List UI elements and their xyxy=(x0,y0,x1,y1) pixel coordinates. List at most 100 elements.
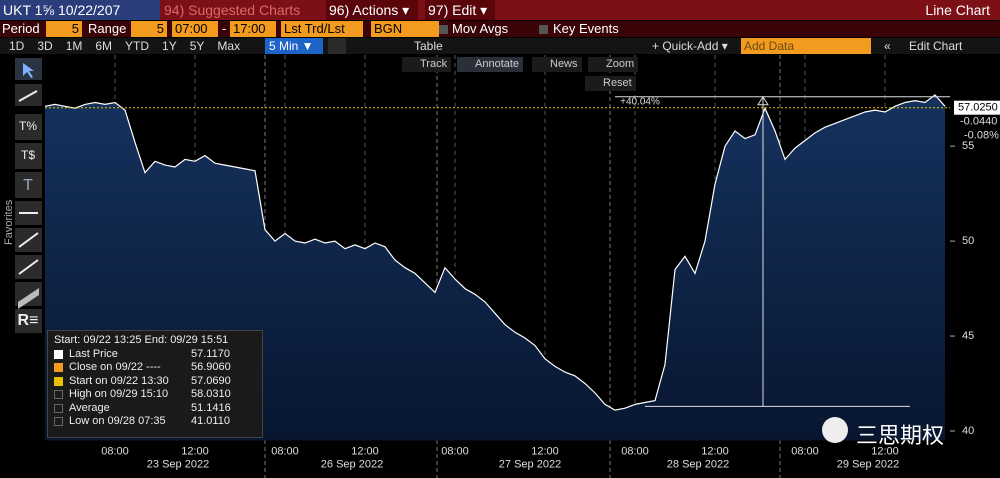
icon: T$ xyxy=(21,148,35,162)
info-swatch xyxy=(54,390,63,399)
y-tick-label: 45 xyxy=(962,330,974,342)
date-label: 23 Sep 2022 xyxy=(147,458,209,470)
range-field[interactable]: 5 xyxy=(131,21,167,37)
info-value: 57.1170 xyxy=(191,347,230,360)
measure-arrow xyxy=(757,95,769,106)
watermark-icon xyxy=(822,417,848,443)
chart-icon[interactable] xyxy=(328,38,346,54)
fib-tool[interactable] xyxy=(15,309,42,333)
span-button[interactable]: Max xyxy=(217,39,241,53)
pointer-icon xyxy=(23,63,34,78)
span-button[interactable]: 1D xyxy=(9,39,25,53)
info-label: Start on 09/22 13:30 xyxy=(69,374,169,387)
info-swatch xyxy=(54,363,63,372)
actions-menu[interactable]: 96) Actions ▾ xyxy=(326,0,418,20)
table-button[interactable]: Table xyxy=(414,39,443,53)
span-button[interactable]: 1Y xyxy=(162,39,177,53)
edit-menu[interactable]: 97) Edit ▾ xyxy=(425,0,495,20)
icon xyxy=(18,232,39,248)
info-value: 57.0690 xyxy=(191,374,231,387)
collapse[interactable]: « xyxy=(884,39,891,53)
favorites-label: Favorites xyxy=(3,199,15,245)
info-value: 51.1416 xyxy=(191,401,231,414)
period-label: Period xyxy=(2,21,40,36)
chart-tool[interactable]: Annotate xyxy=(457,57,524,72)
info-row: Last Price 57.1170 xyxy=(54,348,256,362)
price-line xyxy=(44,94,946,411)
info-label: Average xyxy=(69,401,110,414)
info-label: Close on 09/22 ---- xyxy=(69,361,161,373)
y-tick-label: 40 xyxy=(962,425,974,437)
pct-tool[interactable] xyxy=(15,114,42,140)
x-tick-label: 12:00 xyxy=(531,445,559,457)
span-button[interactable]: 5Y xyxy=(189,39,205,53)
last-value: 57.0250 xyxy=(958,102,998,114)
icon: T% xyxy=(19,119,37,133)
span-button[interactable]: 3D xyxy=(37,39,53,53)
watermark: 三思期权 xyxy=(856,423,945,448)
bgn-field[interactable]: BGN xyxy=(371,21,439,37)
last-value-box xyxy=(954,100,1000,115)
edit-chart[interactable]: Edit Chart xyxy=(909,39,963,53)
date-label: 28 Sep 2022 xyxy=(667,458,729,470)
info-value: 56.9060 xyxy=(191,361,231,373)
x-tick-label: 08:00 xyxy=(271,445,299,457)
x-tick-label: 08:00 xyxy=(791,445,819,457)
text-tool[interactable] xyxy=(15,172,42,198)
chart-tool[interactable]: Reset xyxy=(585,76,636,91)
mov-avgs[interactable]: Mov Avgs xyxy=(452,21,509,36)
chart-tool[interactable]: Track xyxy=(402,57,452,72)
icon xyxy=(18,288,39,309)
info-swatch xyxy=(54,349,63,359)
y-tick-label: 50 xyxy=(962,235,974,247)
x-tick-label: 08:00 xyxy=(441,445,469,457)
info-value: 58.0310 xyxy=(191,388,231,400)
sidebar: T% T$ T R≡ Favorites xyxy=(3,58,42,333)
info-row: Start on 09/22 13:30 57.0690 xyxy=(54,375,256,389)
icon: R≡ xyxy=(18,312,39,329)
y-tick-label: 55 xyxy=(962,140,974,152)
chart-kind: Line Chart xyxy=(925,2,990,18)
period-field[interactable]: 5 xyxy=(46,21,82,37)
info-swatch xyxy=(54,403,63,413)
info-value: 41.0110 xyxy=(191,415,230,427)
info-header: Start: 09/22 13:25 End: 09/29 15:51 xyxy=(54,334,229,346)
suggested-charts[interactable]: 94) Suggested Charts xyxy=(164,2,301,18)
date-label: 29 Sep 2022 xyxy=(837,458,899,470)
chart-tool[interactable]: News xyxy=(532,57,582,72)
dollar-tool[interactable] xyxy=(15,143,42,169)
x-tick-label: 12:00 xyxy=(181,445,209,457)
quick-add[interactable]: + Quick-Add ▾ xyxy=(652,39,728,53)
info-box: Start: 09/22 13:25 End: 09/29 15:51 Last… xyxy=(47,330,263,438)
info-row: High on 09/29 15:10 58.0310 xyxy=(54,388,256,402)
interval-select[interactable]: 5 Min ▼ xyxy=(265,38,323,54)
x-tick-label: 12:00 xyxy=(701,445,729,457)
checkbox[interactable] xyxy=(539,25,548,34)
key-events[interactable]: Key Events xyxy=(553,21,619,36)
icon: T xyxy=(23,177,33,194)
area-fill xyxy=(45,94,945,441)
add-data[interactable]: Add Data xyxy=(741,38,871,54)
span-button[interactable]: 1M xyxy=(65,39,83,53)
checkbox[interactable] xyxy=(439,25,448,34)
span-button[interactable]: YTD xyxy=(125,39,150,53)
change-pct: -0.08% xyxy=(964,130,999,142)
span-buttons: 1D 3D 1M 6M YTD 1Y 5Y Max xyxy=(4,38,245,54)
chart: 08:00 12:00 08:00 12:00 08:00 12:00 08:00 12:00… xyxy=(3,55,1000,478)
info-rows: Last Price 57.1170 Close on 09/22 ---- 56.9… xyxy=(54,348,256,429)
security-field[interactable]: UKT 1⅝ 10/22/207 xyxy=(0,0,160,20)
icon xyxy=(18,90,38,102)
end-time[interactable]: 17:00 xyxy=(230,21,276,37)
chart-tool[interactable]: Zoom xyxy=(588,57,639,72)
span-button[interactable]: 6M xyxy=(95,39,113,53)
start-time[interactable]: 07:00 xyxy=(172,21,218,37)
info-label: Last Price xyxy=(69,347,118,360)
field-select[interactable]: Lst Trd/Lst xyxy=(281,21,363,37)
measure-label: +40.04% xyxy=(620,96,660,107)
info-row: Average 51.1416 xyxy=(54,402,256,416)
x-tick-label: 08:00 xyxy=(101,445,129,457)
title-bar xyxy=(0,0,1000,20)
date-label: 27 Sep 2022 xyxy=(499,458,561,470)
x-tick-label: 12:00 xyxy=(351,445,379,457)
